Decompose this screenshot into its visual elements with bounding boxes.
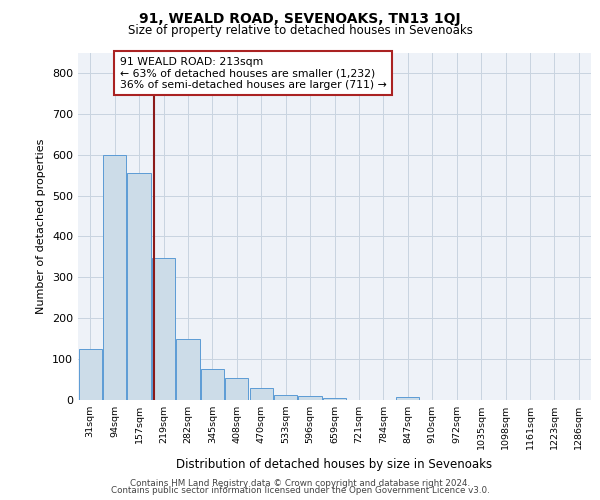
- Text: 91, WEALD ROAD, SEVENOAKS, TN13 1QJ: 91, WEALD ROAD, SEVENOAKS, TN13 1QJ: [139, 12, 461, 26]
- Bar: [103, 154, 126, 400]
- X-axis label: Distribution of detached houses by size in Sevenoaks: Distribution of detached houses by size …: [176, 458, 493, 470]
- Bar: [323, 398, 346, 400]
- Bar: [250, 388, 273, 400]
- Bar: [225, 378, 248, 400]
- Bar: [152, 258, 175, 400]
- Text: Contains public sector information licensed under the Open Government Licence v3: Contains public sector information licen…: [110, 486, 490, 495]
- Bar: [79, 349, 102, 400]
- Bar: [201, 370, 224, 400]
- Bar: [396, 396, 419, 400]
- Bar: [274, 395, 297, 400]
- Bar: [176, 340, 200, 400]
- Y-axis label: Number of detached properties: Number of detached properties: [37, 138, 46, 314]
- Text: 91 WEALD ROAD: 213sqm
← 63% of detached houses are smaller (1,232)
36% of semi-d: 91 WEALD ROAD: 213sqm ← 63% of detached …: [119, 56, 386, 90]
- Bar: [298, 396, 322, 400]
- Text: Contains HM Land Registry data © Crown copyright and database right 2024.: Contains HM Land Registry data © Crown c…: [130, 478, 470, 488]
- Text: Size of property relative to detached houses in Sevenoaks: Size of property relative to detached ho…: [128, 24, 472, 37]
- Bar: [127, 173, 151, 400]
